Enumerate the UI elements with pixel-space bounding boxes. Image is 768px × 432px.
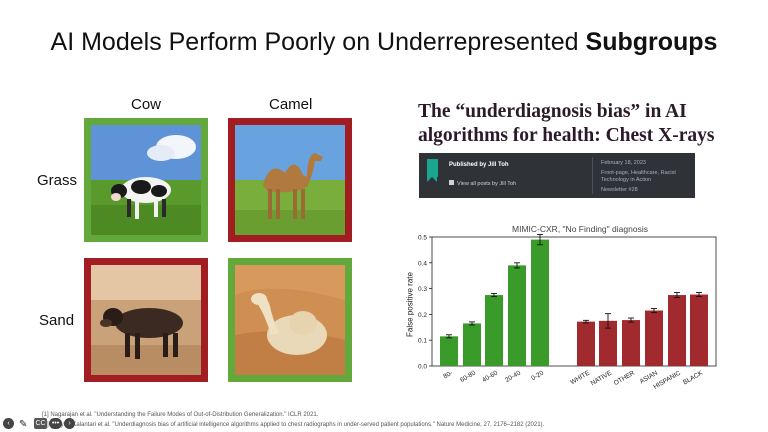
bar xyxy=(599,320,617,366)
closed-captions-button[interactable]: CC xyxy=(34,418,47,429)
banner-divider xyxy=(592,157,593,194)
pencil-icon[interactable]: ✎ xyxy=(19,419,28,430)
article-categories: Front-page, Healthcare, Racist Technolog… xyxy=(601,170,676,183)
y-tick-label: 0.0 xyxy=(418,364,427,371)
bar xyxy=(622,320,640,366)
row-label-sand: Sand xyxy=(39,312,75,329)
title-bold: Subgroups xyxy=(585,28,718,56)
bar xyxy=(577,321,595,366)
footnotes: [1] Nagarajan et al. "Understanding the … xyxy=(42,410,544,430)
camel-grass-image xyxy=(235,125,345,235)
bar xyxy=(645,310,663,366)
y-tick-label: 0.5 xyxy=(418,235,427,242)
x-tick-label: 20-40 xyxy=(504,369,522,384)
cow-grass-image xyxy=(91,125,201,235)
slide-title: AI Models Perform Poorly on Underreprese… xyxy=(0,28,768,57)
chart-title: MIMIC-CXR, "No Finding" diagnosis xyxy=(512,224,648,234)
y-tick-label: 0.3 xyxy=(418,286,427,293)
tile-camel-grass xyxy=(228,118,352,242)
article-newsletter: Newsletter #28 xyxy=(601,187,638,193)
article-banner: Published by Jill Toh View all posts by … xyxy=(419,153,695,198)
tile-cow-sand xyxy=(84,258,208,382)
bar xyxy=(485,295,503,366)
bookmark-icon xyxy=(427,159,438,182)
y-tick-label: 0.2 xyxy=(418,312,427,319)
x-tick-label: 40-60 xyxy=(481,369,499,384)
bar xyxy=(463,323,481,366)
x-tick-label: OTHER xyxy=(613,370,636,388)
bar xyxy=(531,239,549,366)
x-tick-label: WHITE xyxy=(569,369,591,386)
bar xyxy=(440,336,458,366)
y-tick-label: 0.4 xyxy=(418,260,427,267)
x-tick-label: 0-20 xyxy=(530,369,545,382)
x-tick-label: NATIVE xyxy=(590,369,614,387)
bar-chart: 0.0 0.1 0.2 0.3 0.4 0.5 80- 60-80 40-60 20-40 0-20… xyxy=(418,233,717,391)
tile-camel-sand xyxy=(228,258,352,382)
view-all-posts-link[interactable]: View all posts by Jill Toh xyxy=(457,181,517,187)
y-tick-label: 0.1 xyxy=(418,338,427,345)
user-icon xyxy=(449,180,454,185)
bar xyxy=(690,294,708,366)
article-title: The “underdiagnosis bias” in AI algorith… xyxy=(418,101,715,146)
col-label-cow: Cow xyxy=(131,96,162,113)
x-tick-label: 60-80 xyxy=(459,369,477,384)
back-icon[interactable]: ‹ xyxy=(3,418,14,429)
col-label-camel: Camel xyxy=(269,96,313,113)
forward-icon[interactable]: › xyxy=(64,418,75,429)
footnote-1: [1] Nagarajan et al. "Understanding the … xyxy=(42,412,319,418)
x-tick-label: 80- xyxy=(442,370,454,381)
camel-sand-image xyxy=(235,265,345,375)
footnote-2: [2] Seyyed-Kalantari et al. "Underdiagno… xyxy=(42,422,545,428)
cow-sand-image xyxy=(91,265,201,375)
title-main: AI Models Perform Poorly on Underreprese… xyxy=(50,28,586,56)
bar xyxy=(668,295,686,366)
tile-cow-grass xyxy=(84,118,208,242)
bar xyxy=(508,265,526,366)
row-label-grass: Grass xyxy=(37,172,78,189)
article-date: February 18, 2023 xyxy=(601,160,646,166)
x-tick-label: BLACK xyxy=(682,369,705,386)
more-options-button[interactable]: ••• xyxy=(49,418,62,429)
published-by: Published by Jill Toh xyxy=(449,162,509,168)
